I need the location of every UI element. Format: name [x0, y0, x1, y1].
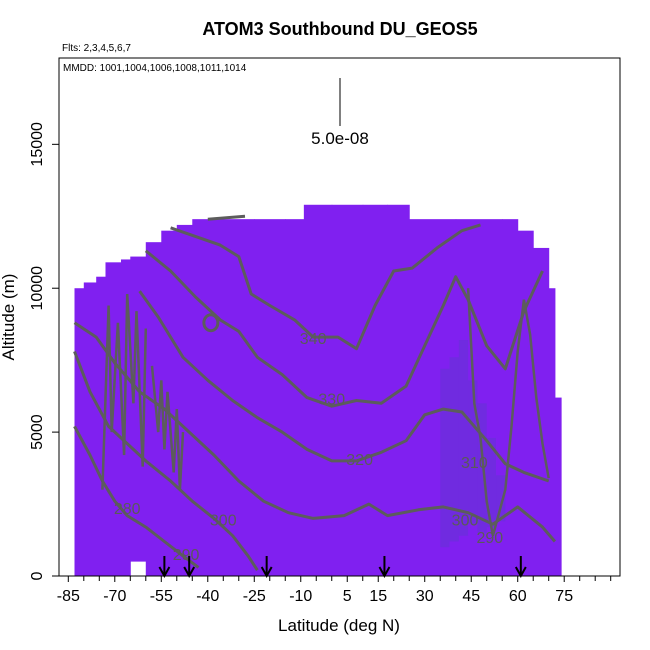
contour-line	[466, 288, 550, 537]
field-enhanced	[449, 357, 459, 542]
contour-label: 310	[461, 455, 488, 472]
field-column	[74, 288, 85, 576]
field-enhanced	[486, 437, 497, 528]
field-column	[96, 276, 106, 576]
field-column	[192, 219, 224, 576]
x-tick-label: 45	[462, 588, 480, 605]
field-column	[331, 204, 364, 576]
contour-label: 300	[452, 513, 479, 530]
field-column	[554, 397, 562, 576]
field-enhanced	[440, 368, 450, 548]
field-column	[285, 219, 305, 576]
x-tick-label: 5	[343, 588, 352, 605]
x-tick-label: 75	[555, 588, 573, 605]
plot-frame	[58, 57, 621, 577]
x-axis-label: Latitude (deg N)	[278, 616, 400, 635]
field-column	[533, 247, 550, 576]
field-column	[517, 230, 534, 576]
y-tick-label: 10000	[29, 266, 46, 311]
contour-label: 320	[346, 452, 373, 469]
contour-line	[73, 321, 557, 543]
contour-lines	[73, 214, 557, 572]
contour-line	[73, 425, 200, 569]
contour-label: 290	[476, 530, 503, 547]
field-enhanced	[477, 403, 487, 533]
x-axis: -85 -70 -55 -40 -25 -10 5 15 30 45 60 75	[57, 576, 612, 605]
contour-line	[138, 290, 550, 483]
contour-line	[207, 214, 246, 221]
flights-note: Flts: 2,3,4,5,6,7	[62, 43, 131, 54]
x-tick-label: -40	[196, 588, 219, 605]
scale-label: 5.0e-08	[311, 129, 369, 148]
contour-label: 300	[210, 513, 237, 530]
contour-label: 340	[300, 331, 327, 348]
contour-loop	[202, 313, 220, 333]
y-tick-label: 0	[29, 571, 46, 580]
field-column	[303, 204, 333, 576]
contour-line	[150, 365, 185, 490]
x-tick-label: -55	[150, 588, 173, 605]
y-tick-label: 15000	[29, 122, 46, 167]
x-tick-label: 60	[509, 588, 527, 605]
field-enhanced	[468, 380, 478, 525]
field-column	[83, 282, 97, 576]
field-column	[176, 224, 193, 576]
dates-note: MMDD: 1001,1004,1006,1008,1011,1014	[63, 63, 247, 74]
contour-line	[101, 293, 148, 490]
contour-line	[73, 350, 259, 572]
field-enhanced	[496, 475, 506, 522]
field-column	[548, 288, 556, 576]
contour-label: 280	[114, 501, 141, 518]
contour-label: 330	[318, 392, 345, 409]
contour-label: 290	[173, 547, 200, 564]
contour-line	[144, 249, 544, 408]
field-column	[254, 219, 286, 576]
x-tick-label: -70	[103, 588, 126, 605]
y-axis-label: Altitude (m)	[0, 274, 18, 361]
chart-title: ATOM3 Southbound DU_GEOS5	[202, 19, 477, 39]
x-tick-label: -10	[289, 588, 312, 605]
field-column	[145, 242, 162, 576]
y-axis: 0 5000 10000 15000	[29, 122, 59, 580]
curtain-field	[74, 204, 562, 576]
x-tick-label: 30	[416, 588, 434, 605]
contour-line	[170, 223, 481, 351]
x-tick-label: -25	[243, 588, 266, 605]
y-tick-label: 5000	[29, 414, 46, 450]
field-enhanced	[458, 340, 469, 536]
field-column	[362, 204, 389, 576]
field-column	[130, 256, 147, 562]
x-tick-label: -85	[57, 588, 80, 605]
x-tick-label: 15	[369, 588, 387, 605]
field-column	[502, 219, 519, 576]
